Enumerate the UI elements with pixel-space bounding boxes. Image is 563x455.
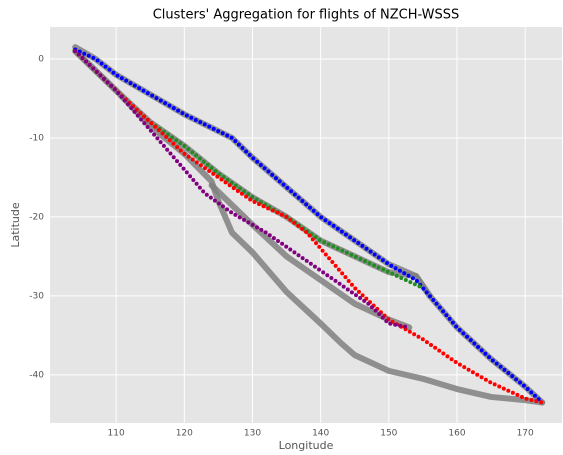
plot-area: [50, 27, 562, 423]
x-axis-label: Longitude: [279, 439, 334, 452]
cluster-path: [73, 49, 545, 405]
x-tick-label: 110: [108, 429, 125, 439]
y-tick-label: -20: [29, 212, 44, 222]
x-tick-label: 120: [176, 429, 193, 439]
y-axis-label: Latitude: [9, 202, 22, 248]
flight-path: [72, 48, 546, 406]
x-tick-label: 160: [448, 429, 465, 439]
y-tick-label: -30: [29, 291, 44, 301]
cluster-path: [73, 47, 545, 405]
x-tick-label: 150: [380, 429, 397, 439]
cluster-path: [73, 49, 425, 290]
y-tick-label: 0: [38, 54, 44, 64]
x-tick-label: 170: [517, 429, 534, 439]
cluster-path: [73, 49, 412, 330]
x-tick-label: 140: [312, 429, 329, 439]
chart-title: Clusters' Aggregation for flights of NZC…: [153, 8, 460, 23]
y-tick-label: -10: [29, 133, 44, 143]
x-tick-label: 130: [244, 429, 261, 439]
y-tick-label: -40: [29, 370, 44, 380]
